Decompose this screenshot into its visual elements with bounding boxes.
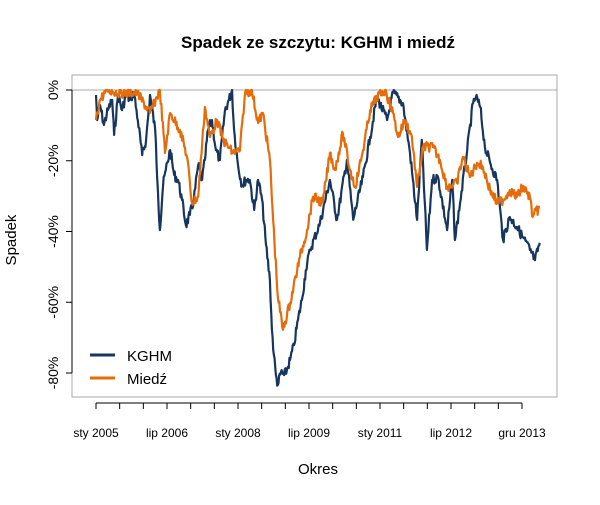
x-axis: sty 2005 lip 2006 sty 2008 lip 2009 sty 2011… xyxy=(73,402,546,440)
x-axis-label: Okres xyxy=(298,461,338,478)
y-tick-label: -80% xyxy=(45,357,61,390)
y-tick-label: 0% xyxy=(45,80,61,100)
x-tick-label: sty 2005 xyxy=(73,426,119,440)
x-tick-label: lip 2009 xyxy=(288,426,330,440)
y-tick-label: -60% xyxy=(45,286,61,319)
chart-title: Spadek ze szczytu: KGHM i miedź xyxy=(181,33,455,52)
x-tick-label: lip 2006 xyxy=(146,426,188,440)
x-tick-label: sty 2011 xyxy=(358,426,403,440)
series-lines xyxy=(94,88,541,387)
legend-label-miedz: Miedź xyxy=(127,371,167,388)
series-line-kghm xyxy=(94,88,541,387)
y-axis-label: Spadek xyxy=(3,214,20,265)
x-tick-label: lip 2012 xyxy=(430,426,472,440)
y-axis: 0% -20% -40% -60% -80% xyxy=(45,80,73,390)
y-tick-label: -20% xyxy=(45,144,61,177)
legend: KGHM Miedź xyxy=(90,348,172,388)
legend-label-kghm: KGHM xyxy=(127,348,172,365)
x-tick-label: gru 2013 xyxy=(498,426,546,440)
x-tick-label: sty 2008 xyxy=(215,426,261,440)
series-line-miedz xyxy=(94,88,541,331)
y-tick-label: -40% xyxy=(45,215,61,248)
